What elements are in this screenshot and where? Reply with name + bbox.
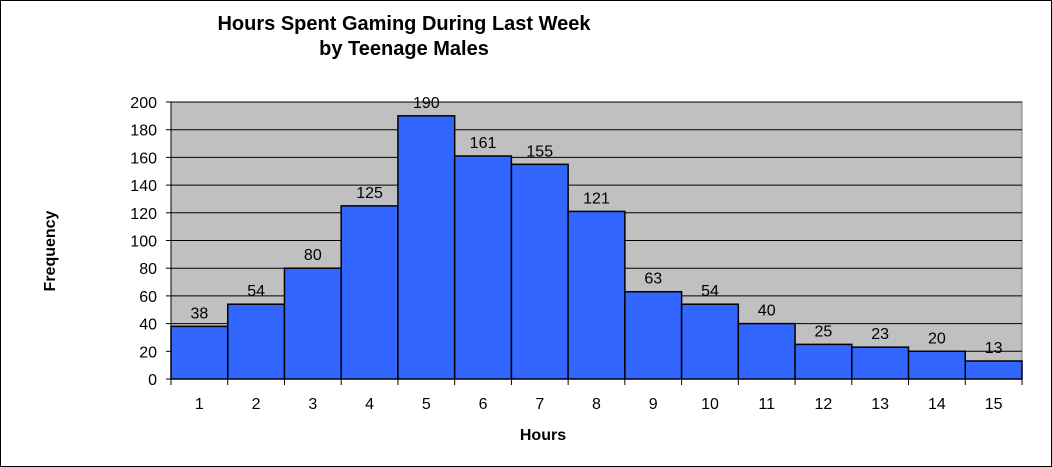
y-tick-label: 20 xyxy=(139,344,157,361)
data-label: 20 xyxy=(928,330,946,347)
data-label: 25 xyxy=(815,323,833,340)
x-tick-label: 12 xyxy=(815,396,833,413)
x-tick-label: 14 xyxy=(928,396,946,413)
data-label: 54 xyxy=(701,283,719,300)
bar xyxy=(680,303,740,380)
bar xyxy=(624,290,683,380)
y-tick-label: 180 xyxy=(130,123,157,140)
bar xyxy=(964,360,1023,380)
bar xyxy=(907,350,967,380)
x-axis-title: Hours xyxy=(520,427,566,444)
y-tick-label: 0 xyxy=(148,372,157,389)
y-tick-label: 40 xyxy=(139,317,157,334)
bar xyxy=(340,205,399,380)
data-label: 63 xyxy=(644,271,662,288)
y-tick-label: 120 xyxy=(130,206,157,223)
data-label: 54 xyxy=(247,283,265,300)
data-label: 13 xyxy=(985,340,1003,357)
data-label: 40 xyxy=(758,303,776,320)
x-tick-label: 4 xyxy=(365,396,374,413)
data-label: 80 xyxy=(304,247,322,264)
bar xyxy=(737,322,796,380)
data-label: 23 xyxy=(871,326,889,343)
bar xyxy=(170,325,229,380)
y-tick-label: 60 xyxy=(139,289,157,306)
data-label: 38 xyxy=(190,305,208,322)
x-tick-label: 11 xyxy=(758,396,775,413)
y-tick-labels: 0 20 40 60 80 100 120 140 160 180 200 xyxy=(130,95,157,389)
x-tick-label: 13 xyxy=(871,396,889,413)
y-tick-label: 80 xyxy=(139,261,157,278)
chart-title-line-2: by Teenage Males xyxy=(319,38,489,60)
x-tick-label: 2 xyxy=(252,396,261,413)
bar xyxy=(283,267,342,380)
y-tick-label: 160 xyxy=(130,150,157,167)
bar xyxy=(226,303,286,380)
data-label: 190 xyxy=(413,95,440,112)
x-tick-label: 9 xyxy=(649,396,658,413)
x-tick-labels: 1 2 3 4 5 6 7 8 9 10 11 12 13 14 15 xyxy=(195,396,1003,413)
data-label: 161 xyxy=(470,135,497,152)
x-tick-label: 3 xyxy=(308,396,317,413)
bar xyxy=(510,163,569,380)
x-tick-label: 15 xyxy=(985,396,1003,413)
x-tick-label: 8 xyxy=(592,396,601,413)
x-tick-label: 10 xyxy=(701,396,719,413)
x-tick-label: 7 xyxy=(535,396,544,413)
bar xyxy=(851,346,910,380)
bar xyxy=(453,155,513,380)
data-label: 125 xyxy=(356,185,383,202)
x-tick-label: 1 xyxy=(195,396,204,413)
data-label: 121 xyxy=(583,190,610,207)
y-tick-label: 140 xyxy=(130,178,157,195)
chart-title-line-1: Hours Spent Gaming During Last Week xyxy=(217,13,591,35)
bars xyxy=(170,115,1023,380)
data-labels: 38 54 80 125 190 161 155 121 63 54 40 25 23 20 13 xyxy=(190,95,1002,357)
bar xyxy=(397,115,456,380)
x-tick-label: 5 xyxy=(422,396,431,413)
data-label: 155 xyxy=(526,143,553,160)
bar xyxy=(567,210,626,380)
bar xyxy=(794,343,853,380)
x-tick-label: 6 xyxy=(479,396,488,413)
y-tick-label: 100 xyxy=(130,234,157,251)
y-axis-title: Frequency xyxy=(42,210,59,291)
y-tick-label: 200 xyxy=(130,95,157,112)
